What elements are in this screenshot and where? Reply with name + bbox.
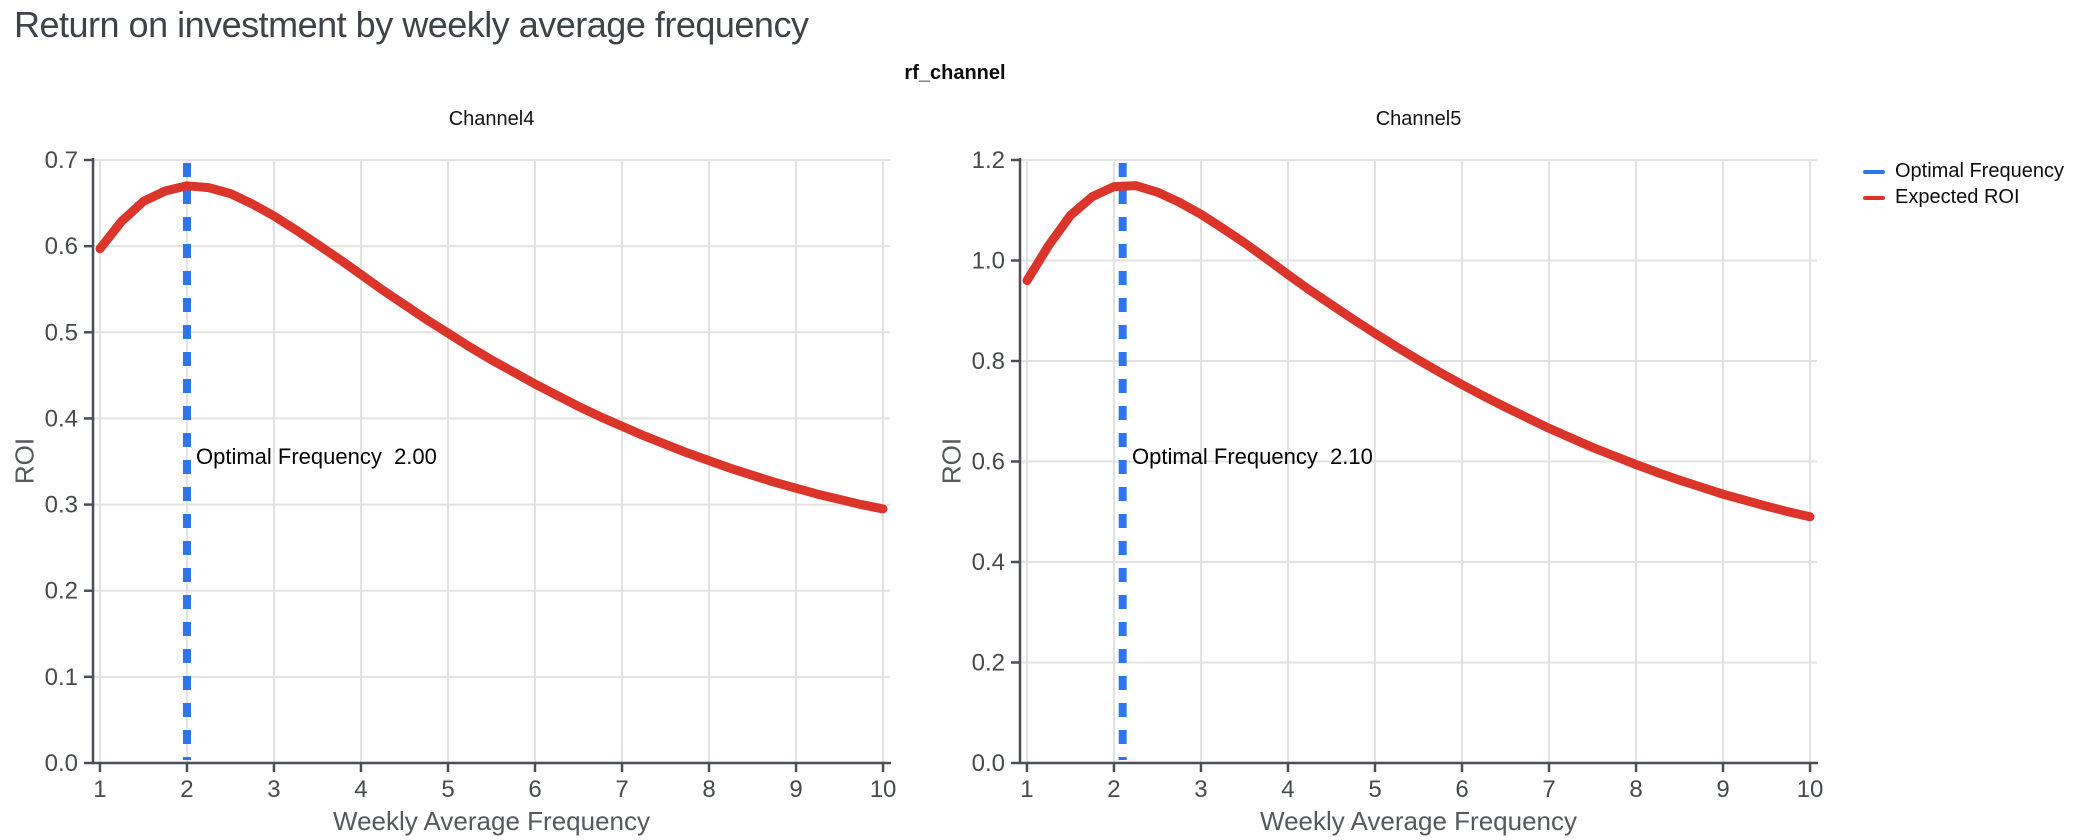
y-tick-label: 1.0 bbox=[972, 248, 1005, 275]
x-tick-label: 3 bbox=[267, 776, 280, 803]
y-axis-title-right: ROI bbox=[936, 437, 967, 485]
x-tick-label: 7 bbox=[615, 776, 628, 803]
x-axis-title-left: Weekly Average Frequency bbox=[333, 806, 650, 836]
facet-title: rf_channel bbox=[904, 62, 1006, 84]
y-tick-label: 1.2 bbox=[972, 147, 1005, 174]
subplot-title-channel4: Channel4 bbox=[448, 108, 535, 130]
x-tick-label: 10 bbox=[870, 776, 897, 803]
y-tick-label: 0.5 bbox=[45, 319, 78, 346]
x-tick-label: 1 bbox=[93, 776, 106, 803]
x-tick-label: 6 bbox=[1455, 776, 1468, 803]
x-tick-label: 8 bbox=[1629, 776, 1642, 803]
legend-label-expected-roi: Expected ROI bbox=[1895, 186, 2020, 208]
x-tick-label: 7 bbox=[1542, 776, 1555, 803]
y-tick-label: 0.0 bbox=[972, 750, 1005, 777]
x-tick-label: 8 bbox=[702, 776, 715, 803]
gridlines bbox=[93, 159, 890, 763]
y-tick-label: 0.4 bbox=[45, 405, 78, 432]
y-tick-label: 0.6 bbox=[45, 233, 78, 260]
x-tick-label: 5 bbox=[1368, 776, 1381, 803]
legend-line-swatch-optimal-frequency bbox=[1863, 169, 1885, 174]
y-tick-label: 0.0 bbox=[45, 750, 78, 777]
legend-item-expected-roi[interactable]: Expected ROI bbox=[1863, 186, 2064, 209]
legend-line-swatch-expected-roi bbox=[1863, 195, 1885, 200]
gridlines bbox=[1020, 159, 1817, 763]
x-tick-label: 10 bbox=[1797, 776, 1824, 803]
axis-lines bbox=[91, 158, 891, 765]
annotation-optimal-frequency-channel5: Optimal Frequency 2.10 bbox=[1132, 444, 1373, 469]
y-tick-label: 0.8 bbox=[972, 348, 1005, 375]
legend: Optimal Frequency Expected ROI bbox=[1863, 160, 2064, 209]
x-tick-label: 4 bbox=[354, 776, 367, 803]
x-tick-label: 6 bbox=[528, 776, 541, 803]
y-tick-label: 0.1 bbox=[45, 664, 78, 691]
chart-channel5: 0.0 0.2 0.4 0.6 0.8 1.0 1.2 1 2 3 4 5 6 7 8 9 10 bbox=[972, 147, 1824, 803]
x-tick-label: 9 bbox=[789, 776, 802, 803]
y-tick-label: 0.2 bbox=[972, 650, 1005, 677]
x-tick-label: 4 bbox=[1281, 776, 1294, 803]
legend-label-optimal-frequency: Optimal Frequency bbox=[1895, 160, 2064, 182]
x-tick-label: 2 bbox=[1107, 776, 1120, 803]
x-tick-label: 2 bbox=[180, 776, 193, 803]
x-axis-title-right: Weekly Average Frequency bbox=[1260, 806, 1577, 836]
tick-marks bbox=[1011, 158, 1812, 772]
chart-channel4: 0.0 0.1 0.2 0.3 0.4 0.5 0.6 0.7 1 2 3 4 5 6 7 8 9 10 bbox=[45, 147, 897, 803]
tick-labels: 0.0 0.2 0.4 0.6 0.8 1.0 1.2 1 2 3 4 5 6 7 8 9 10 bbox=[972, 147, 1824, 803]
expected-roi-curve bbox=[1022, 181, 1815, 522]
page-title: Return on investment by weekly average f… bbox=[14, 4, 809, 45]
x-tick-label: 3 bbox=[1194, 776, 1207, 803]
expected-roi-curve bbox=[95, 181, 888, 514]
tick-labels: 0.0 0.1 0.2 0.3 0.4 0.5 0.6 0.7 1 2 3 4 5 6 7 8 9 10 bbox=[45, 147, 897, 803]
x-tick-label: 5 bbox=[441, 776, 454, 803]
annotation-optimal-frequency-channel4: Optimal Frequency 2.00 bbox=[196, 444, 437, 469]
x-tick-label: 1 bbox=[1020, 776, 1033, 803]
y-tick-label: 0.7 bbox=[45, 147, 78, 174]
tick-marks bbox=[84, 158, 885, 772]
y-axis-title-left: ROI bbox=[9, 437, 40, 485]
y-tick-label: 0.6 bbox=[972, 449, 1005, 476]
x-tick-label: 9 bbox=[1716, 776, 1729, 803]
y-tick-label: 0.3 bbox=[45, 492, 78, 519]
y-tick-label: 0.4 bbox=[972, 549, 1005, 576]
legend-item-optimal-frequency[interactable]: Optimal Frequency bbox=[1863, 160, 2064, 183]
y-tick-label: 0.2 bbox=[45, 578, 78, 605]
subplot-title-channel5: Channel5 bbox=[1375, 108, 1462, 130]
